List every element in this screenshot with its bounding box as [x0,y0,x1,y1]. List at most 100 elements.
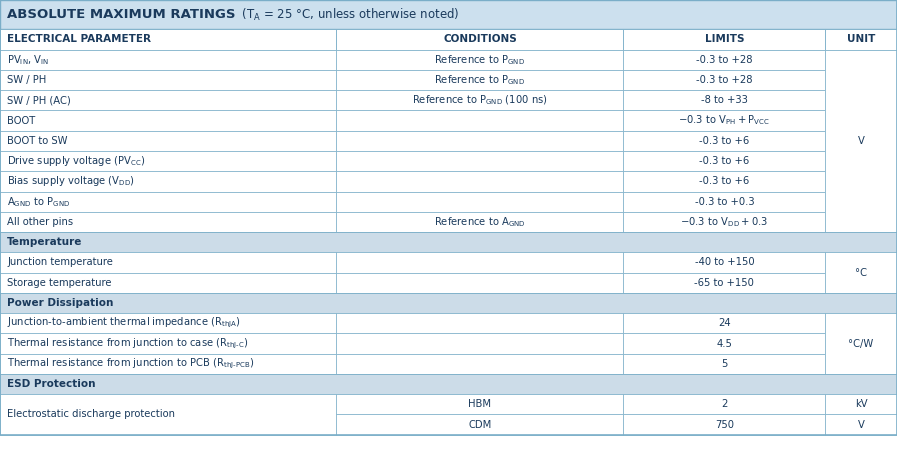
Text: -40 to +150: -40 to +150 [694,258,754,268]
Bar [0,50,336,70]
Text: -0.3 to +0.3: -0.3 to +0.3 [694,197,754,207]
Bar [623,131,825,151]
Bar [0,151,336,171]
Text: Power Dissipation: Power Dissipation [7,298,114,308]
Text: 2: 2 [721,399,727,410]
Bar [336,212,623,232]
Bar [336,354,623,374]
Bar [0,29,336,50]
Bar [0,90,336,111]
Bar [623,111,825,131]
Bar [336,131,623,151]
Bar [825,415,897,435]
Text: -8 to +33: -8 to +33 [701,95,748,105]
Text: Reference to $\mathrm{P_{GND}}$: Reference to $\mathrm{P_{GND}}$ [434,53,526,67]
Bar [336,171,623,192]
Bar [336,415,623,435]
Text: Reference to $\mathrm{P_{GND}}$ (100 ns): Reference to $\mathrm{P_{GND}}$ (100 ns) [412,94,548,107]
Bar [0,394,336,435]
Text: 4.5: 4.5 [717,339,732,349]
Bar [825,313,897,374]
Bar [336,29,623,50]
Bar [0,334,336,354]
Bar [825,29,897,50]
Text: V: V [858,136,865,146]
Text: BOOT to SW: BOOT to SW [7,136,67,146]
Text: ($\mathrm{T_A}$ = 25 °C, unless otherwise noted): ($\mathrm{T_A}$ = 25 °C, unless otherwis… [239,6,459,23]
Bar [0,0,897,29]
Text: °C: °C [855,268,867,278]
Bar [336,111,623,131]
Text: $\mathrm{PV_{IN}}$, $\mathrm{V_{IN}}$: $\mathrm{PV_{IN}}$, $\mathrm{V_{IN}}$ [7,53,49,67]
Text: -65 to +150: -65 to +150 [694,278,754,288]
Text: Reference to $\mathrm{A_{GND}}$: Reference to $\mathrm{A_{GND}}$ [434,215,526,229]
Text: LIMITS: LIMITS [704,34,745,44]
Bar [0,70,336,90]
Bar [825,50,897,232]
Text: ABSOLUTE MAXIMUM RATINGS: ABSOLUTE MAXIMUM RATINGS [7,8,236,21]
Bar [336,394,623,415]
Text: -0.3 to +6: -0.3 to +6 [699,136,750,146]
Bar [623,394,825,415]
Bar [0,171,336,192]
Bar [0,111,336,131]
Text: Thermal resistance from junction to PCB ($\mathrm{R_{thJ\text{-}PCB}}$): Thermal resistance from junction to PCB … [7,357,255,371]
Bar [336,70,623,90]
Bar [623,192,825,212]
Text: Bias supply voltage ($\mathrm{V_{DD}}$): Bias supply voltage ($\mathrm{V_{DD}}$) [7,174,135,188]
Bar [336,192,623,212]
Text: Temperature: Temperature [7,237,83,247]
Text: -0.3 to +28: -0.3 to +28 [696,75,753,85]
Bar [623,273,825,293]
Text: -0.3 to +28: -0.3 to +28 [696,55,753,65]
Text: -0.3 to +6: -0.3 to +6 [699,177,750,187]
Bar [0,313,336,334]
Bar [0,273,336,293]
Text: 750: 750 [715,420,734,430]
Bar [0,374,897,394]
Bar [623,253,825,273]
Bar [0,131,336,151]
Bar [623,151,825,171]
Text: CDM: CDM [468,420,492,430]
Bar [336,151,623,171]
Bar [825,253,897,293]
Text: Drive supply voltage ($\mathrm{PV_{CC}}$): Drive supply voltage ($\mathrm{PV_{CC}}$… [7,154,145,168]
Bar [623,29,825,50]
Text: SW / PH: SW / PH [7,75,47,85]
Bar [0,354,336,374]
Bar [623,415,825,435]
Bar [336,90,623,111]
Text: HBM: HBM [468,399,492,410]
Text: $\mathrm{A_{GND}}$ to $\mathrm{P_{GND}}$: $\mathrm{A_{GND}}$ to $\mathrm{P_{GND}}$ [7,195,70,208]
Bar [336,253,623,273]
Bar [0,293,897,313]
Bar [623,171,825,192]
Bar [623,50,825,70]
Text: V: V [858,420,865,430]
Bar [336,313,623,334]
Bar [0,212,336,232]
Bar [623,354,825,374]
Text: Electrostatic discharge protection: Electrostatic discharge protection [7,410,175,420]
Text: SW / PH (AC): SW / PH (AC) [7,95,71,105]
Text: BOOT: BOOT [7,116,35,126]
Text: °C/W: °C/W [849,339,874,349]
Bar [623,212,825,232]
Bar [0,192,336,212]
Text: 24: 24 [718,318,731,328]
Bar [0,253,336,273]
Text: $\mathrm{-0.3\ to\ V_{DD} + 0.3}$: $\mathrm{-0.3\ to\ V_{DD} + 0.3}$ [680,215,769,229]
Bar [623,90,825,111]
Text: ELECTRICAL PARAMETER: ELECTRICAL PARAMETER [7,34,152,44]
Text: 5: 5 [721,359,727,369]
Bar [336,273,623,293]
Bar [623,334,825,354]
Text: All other pins: All other pins [7,217,74,227]
Bar [623,70,825,90]
Bar [825,394,897,415]
Text: UNIT: UNIT [847,34,875,44]
Text: CONDITIONS: CONDITIONS [443,34,517,44]
Text: kV: kV [855,399,867,410]
Bar [336,334,623,354]
